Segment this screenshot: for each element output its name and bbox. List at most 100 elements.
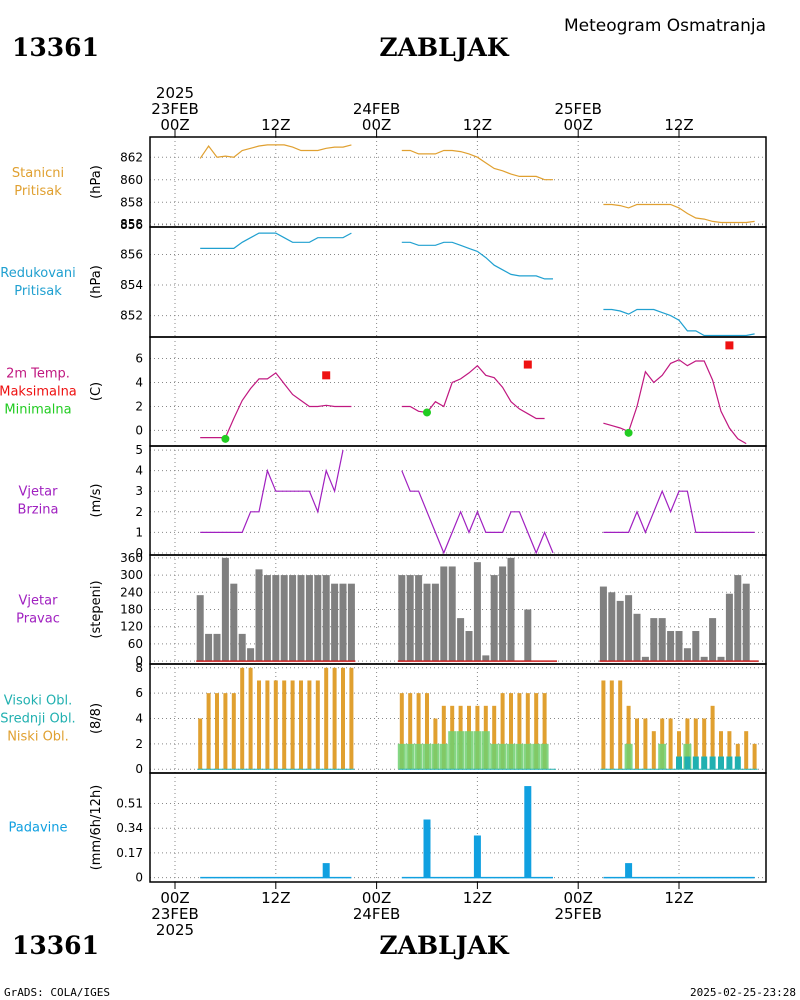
wind-direction-bar	[482, 655, 490, 662]
wind-direction-bar	[667, 631, 675, 662]
precip-bar	[524, 786, 532, 878]
wind-direction-bar	[473, 562, 481, 662]
y-tick-label: 4	[135, 464, 143, 478]
y-tick-label: 856	[120, 248, 143, 262]
credit-text: GrADS: COLA/IGES	[4, 986, 110, 999]
wind-direction-bar	[734, 575, 742, 662]
high-cloud-bar	[701, 756, 708, 770]
time-axis-label: 00Z	[564, 889, 593, 907]
y-tick-label: 60	[128, 637, 143, 651]
low-cloud-bar	[643, 718, 648, 770]
wind-direction-bar	[641, 656, 649, 662]
panel-label-line: Redukovani	[0, 266, 75, 281]
high-cloud-bar	[726, 756, 733, 770]
y-axis-label: (mm/6h/12h)	[89, 785, 104, 871]
wind-direction-bar	[272, 575, 280, 662]
y-tick-label: 858	[120, 195, 143, 209]
y-tick-label: 360	[120, 551, 143, 565]
mid-cloud-bar	[507, 743, 515, 770]
low-cloud-bar	[509, 693, 513, 770]
wind-direction-bar	[717, 656, 725, 662]
mid-cloud-bar	[624, 743, 633, 770]
panel-4: Vjetar Brzina (m/s) 0 1 2 3 4 5	[18, 443, 767, 560]
panel-label-line: Vjetar	[19, 594, 59, 609]
mid-cloud-bar	[448, 731, 457, 770]
wind-direction-bar	[599, 586, 607, 662]
y-tick-label: 6	[135, 352, 143, 366]
high-cloud-bar	[676, 756, 682, 770]
low-cloud-bar	[257, 680, 261, 770]
y-tick-label: 1	[135, 525, 143, 539]
mid-cloud-bar	[515, 743, 524, 770]
y-tick-label: 2	[135, 737, 143, 751]
y-tick-label: 0	[135, 762, 143, 776]
wind-direction-bar	[431, 583, 439, 662]
panel-6: Visoki Obl. Srednji Obl. Niski Obl. (8/8) 0 2…	[0, 661, 767, 776]
y-tick-label: 854	[120, 278, 143, 292]
mid-cloud-bar	[658, 743, 667, 770]
low-cloud-bar	[223, 693, 228, 770]
wind-direction-bar	[692, 631, 700, 662]
low-cloud-bar	[441, 705, 446, 770]
time-axis-label: 24FEB	[353, 100, 400, 118]
mid-cloud-bar	[431, 743, 440, 770]
panel-label-line: 2m Temp.	[6, 367, 70, 382]
mid-cloud-bar	[490, 743, 499, 770]
mid-cloud-bar	[473, 731, 482, 770]
low-cloud-bar	[307, 680, 312, 770]
low-cloud-bar	[601, 680, 606, 770]
y-tick-label: 300	[120, 568, 143, 582]
wind-direction-bar	[398, 575, 406, 662]
low-cloud-bar	[265, 680, 270, 770]
wind-direction-bar	[608, 592, 616, 662]
wind-direction-bar	[507, 557, 515, 662]
panel-label-line: Minimalna	[4, 403, 71, 418]
y-tick-label: 0	[135, 654, 143, 668]
low-cloud-bar	[517, 693, 522, 770]
low-cloud-bar	[626, 705, 631, 770]
wind-direction-bar	[289, 575, 297, 662]
chart-title: Meteogram Osmatranja	[564, 16, 766, 36]
low-cloud-bar	[299, 680, 303, 770]
wind-direction-bar	[331, 583, 339, 662]
station-id-top: 13361	[12, 33, 99, 62]
y-tick-label: 120	[120, 620, 143, 634]
series-line	[401, 364, 545, 420]
panel-5: Vjetar Pravac (stepeni) 0 60 120 180 240 300 360	[16, 551, 767, 668]
panel-label-line: Stanicni	[12, 166, 64, 181]
panel-frame	[149, 445, 767, 556]
low-cloud-bar	[702, 718, 707, 770]
y-axis-label: (hPa)	[89, 165, 104, 199]
low-cloud-bar	[425, 693, 429, 770]
precip-bar	[625, 863, 633, 878]
panel-label-line: Pravac	[16, 612, 60, 627]
time-axis-label: 25FEB	[554, 100, 601, 118]
series-line	[200, 232, 352, 249]
y-tick-label: 6	[135, 686, 143, 700]
wind-direction-bar	[205, 633, 213, 662]
station-name-bottom: ZABLJAK	[379, 931, 510, 960]
time-axis-label: 2025	[156, 84, 194, 102]
panel-7: Padavine (mm/6h/12h) 0 0.17 0.34 0.51	[9, 772, 767, 885]
wind-direction-bar	[499, 566, 507, 662]
wind-direction-bar	[457, 618, 465, 662]
y-tick-label: 0	[135, 871, 143, 885]
mid-cloud-bar	[465, 731, 473, 770]
wind-direction-bar	[213, 633, 221, 662]
y-tick-label: 2	[135, 505, 143, 519]
time-axis-label: 12Z	[463, 889, 492, 907]
panel-label-line: Brzina	[18, 503, 59, 518]
panel-label-line: Maksimalna	[0, 385, 77, 400]
wind-direction-bar	[709, 618, 717, 662]
timestamp-text: 2025-02-25-23:28	[690, 986, 796, 999]
mid-cloud-bar	[397, 743, 406, 770]
y-tick-label: 8	[135, 661, 143, 675]
y-tick-label: 3	[135, 484, 143, 498]
low-cloud-bar	[719, 731, 723, 770]
wind-direction-bar	[280, 575, 288, 662]
low-cloud-bar	[206, 693, 211, 770]
low-cloud-bar	[609, 680, 614, 770]
low-cloud-bar	[248, 667, 253, 770]
low-cloud-bar	[231, 693, 236, 770]
